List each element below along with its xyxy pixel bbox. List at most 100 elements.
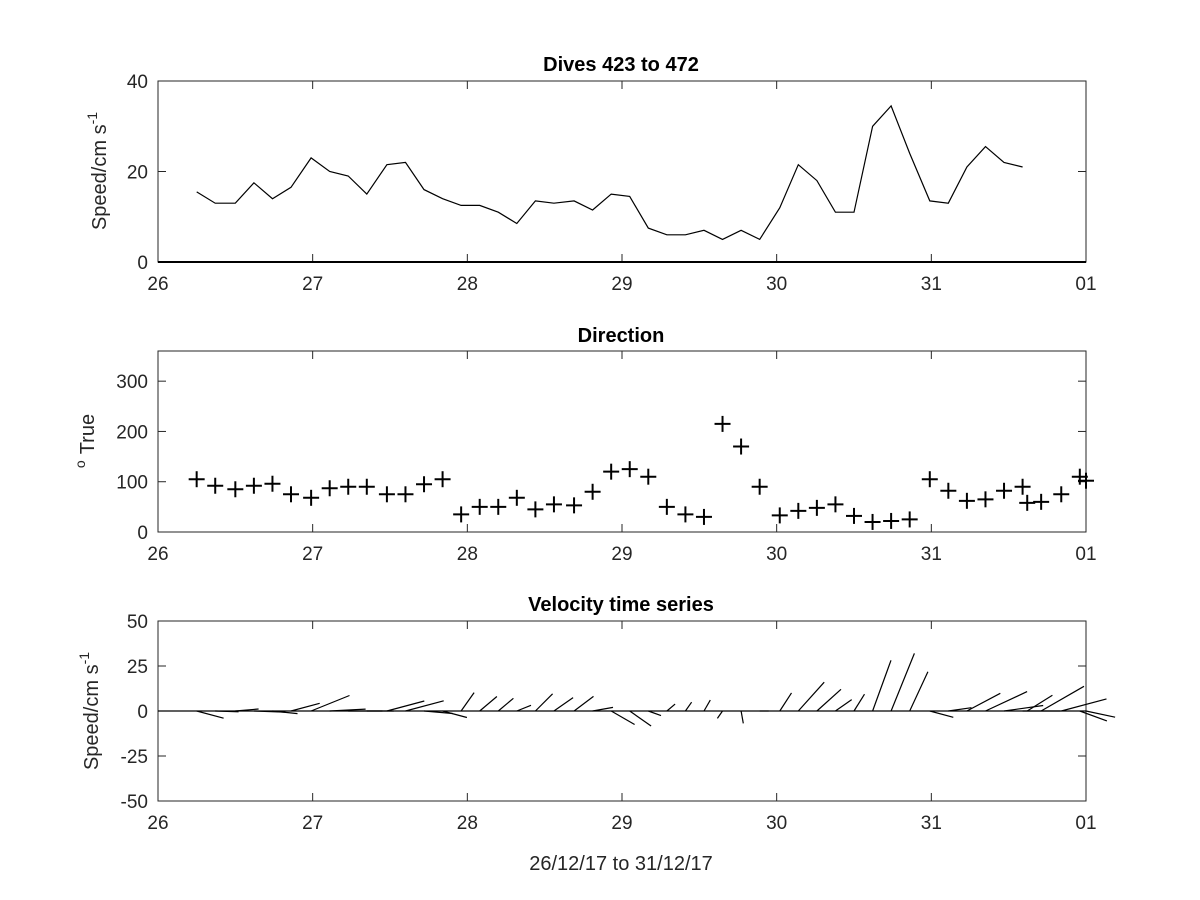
- direction-marker: [527, 501, 544, 518]
- direction-marker: [677, 506, 694, 523]
- velocity-stick: [272, 710, 298, 715]
- direction-marker: [658, 498, 675, 515]
- velocity-x-axis-label: 26/12/17 to 31/12/17: [529, 853, 713, 875]
- direction-marker: [940, 482, 957, 499]
- velocity-stick: [290, 702, 320, 712]
- velocity-stick: [779, 692, 793, 712]
- velocity-stick: [740, 710, 744, 724]
- direction-marker: [227, 481, 244, 498]
- direction-marker: [695, 508, 712, 525]
- x-tick-label: 27: [302, 544, 323, 565]
- x-tick-label: 27: [302, 274, 323, 295]
- velocity-stick: [648, 710, 662, 717]
- x-tick-label: 31: [921, 274, 942, 295]
- direction-marker: [264, 475, 281, 492]
- direction-series: [188, 415, 1094, 530]
- y-tick-label: -25: [121, 747, 148, 768]
- direction-marker: [490, 498, 507, 515]
- x-tick-label: 31: [921, 813, 942, 834]
- x-tick-label: 30: [766, 544, 787, 565]
- velocity-stick: [1085, 710, 1116, 718]
- direction-axis-ticks: 26 27 28 29 30 31 01 0 100 200 300: [116, 351, 1097, 565]
- velocity-stick: [816, 688, 842, 712]
- y-tick-label: 50: [127, 612, 148, 633]
- direction-marker: [790, 502, 807, 519]
- direction-marker: [846, 507, 862, 524]
- direction-y-axis-label: oTrue: [72, 414, 99, 468]
- velocity-stick: [853, 693, 866, 712]
- y-tick-label: 20: [127, 163, 148, 184]
- direction-marker: [714, 415, 731, 432]
- velocity-stick: [966, 692, 1001, 712]
- velocity-stick: [797, 681, 825, 712]
- direction-marker: [883, 512, 900, 529]
- x-tick-label: 26: [147, 813, 168, 834]
- speed-series: [158, 104, 1086, 263]
- x-tick-label: 29: [611, 274, 632, 295]
- y-tick-label: 0: [137, 253, 148, 274]
- velocity-stick: [310, 694, 350, 712]
- direction-marker: [958, 492, 975, 509]
- direction-plot-area: [157, 350, 1087, 533]
- x-tick-label: 28: [457, 544, 478, 565]
- y-tick-label: 100: [116, 473, 148, 494]
- velocity-stick: [629, 710, 652, 727]
- x-tick-label: 27: [302, 813, 323, 834]
- direction-panel: Direction 26 27 28 29 30 31 01 0 100 200 300 oTrue: [72, 325, 1097, 565]
- velocity-stick: [592, 706, 614, 712]
- direction-marker: [901, 511, 918, 528]
- direction-marker: [1019, 494, 1036, 511]
- y-tick-label: 300: [116, 372, 148, 393]
- direction-marker: [397, 486, 414, 503]
- velocity-panel-title: Velocity time series: [528, 594, 714, 616]
- velocity-y-axis-label: Speed/cm s-1: [76, 652, 103, 770]
- direction-marker: [808, 499, 825, 516]
- velocity-stick: [479, 696, 498, 712]
- velocity-stick: [684, 701, 693, 712]
- speed-plot-area: [157, 80, 1087, 263]
- velocity-stick: [610, 710, 635, 726]
- direction-marker: [303, 489, 320, 506]
- velocity-stick: [948, 707, 972, 712]
- x-tick-label: 29: [611, 813, 632, 834]
- x-tick-label: 01: [1075, 544, 1096, 565]
- velocity-stick: [835, 699, 853, 712]
- direction-marker: [283, 486, 300, 503]
- direction-marker: [321, 480, 338, 497]
- velocity-stick: [442, 710, 468, 719]
- speed-y-axis-label: Speed/cm s-1: [84, 112, 111, 230]
- x-tick-label: 30: [766, 813, 787, 834]
- velocity-stick: [329, 708, 366, 712]
- velocity-stick: [196, 710, 224, 719]
- speed-line: [196, 104, 1023, 241]
- velocity-stick: [1003, 704, 1044, 712]
- direction-marker: [640, 468, 657, 485]
- y-tick-label: 0: [137, 702, 148, 723]
- x-tick-label: 01: [1075, 274, 1096, 295]
- speed-panel-title: Dives 423 to 472: [543, 54, 699, 76]
- direction-marker: [827, 496, 844, 513]
- x-tick-label: 28: [457, 813, 478, 834]
- velocity-stick: [929, 710, 954, 718]
- direction-marker: [245, 477, 262, 494]
- speed-axis-ticks: 26 27 28 29 30 31 01 0 20 40: [127, 72, 1097, 295]
- direction-marker: [996, 482, 1013, 499]
- direction-marker: [603, 463, 620, 480]
- velocity-stick: [405, 700, 444, 712]
- direction-marker: [1078, 472, 1094, 489]
- direction-marker: [733, 438, 750, 455]
- direction-marker: [1014, 478, 1031, 495]
- direction-marker: [453, 506, 470, 523]
- direction-marker: [378, 486, 395, 503]
- velocity-axis-ticks: 26 27 28 29 30 31 01 -50 -25 0 25 50: [121, 612, 1097, 834]
- x-tick-label: 30: [766, 274, 787, 295]
- velocity-stick: [703, 699, 711, 712]
- direction-marker: [340, 478, 357, 495]
- direction-marker: [584, 483, 601, 500]
- direction-marker: [864, 513, 881, 530]
- velocity-stick: [423, 710, 453, 715]
- velocity-stick: [909, 671, 929, 712]
- direction-marker: [771, 507, 788, 524]
- direction-marker: [434, 471, 451, 488]
- velocity-stick: [1079, 710, 1108, 722]
